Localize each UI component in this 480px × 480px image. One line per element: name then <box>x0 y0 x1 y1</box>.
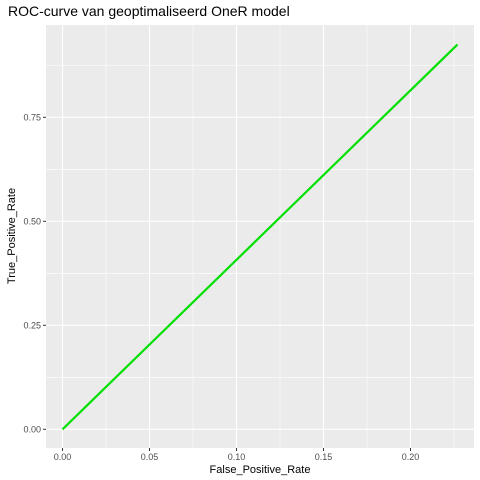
major-grid <box>46 25 474 448</box>
y-axis-title: True_Positive_Rate <box>6 188 18 284</box>
x-tick-label: 0.15 <box>315 452 333 462</box>
series-layer <box>61 43 459 431</box>
x-tick-label: 0.20 <box>402 452 420 462</box>
x-tick-label: 0.00 <box>54 452 72 462</box>
y-tick-label: 0.75 <box>23 112 41 122</box>
y-tick-label: 0.50 <box>23 216 41 226</box>
y-axis-ticks: 0.00 0.25 0.50 0.75 <box>23 112 46 434</box>
y-tick-label: 0.00 <box>23 424 41 434</box>
chart-title: ROC-curve van geoptimaliseerd OneR model <box>8 3 290 19</box>
x-tick-label: 0.10 <box>228 452 246 462</box>
x-tick-label: 0.05 <box>141 452 159 462</box>
x-axis-ticks: 0.00 0.05 0.10 0.15 0.20 <box>54 448 419 462</box>
roc-curve-line <box>61 43 459 431</box>
x-axis-title: False_Positive_Rate <box>210 464 311 476</box>
y-tick-label: 0.25 <box>23 320 41 330</box>
